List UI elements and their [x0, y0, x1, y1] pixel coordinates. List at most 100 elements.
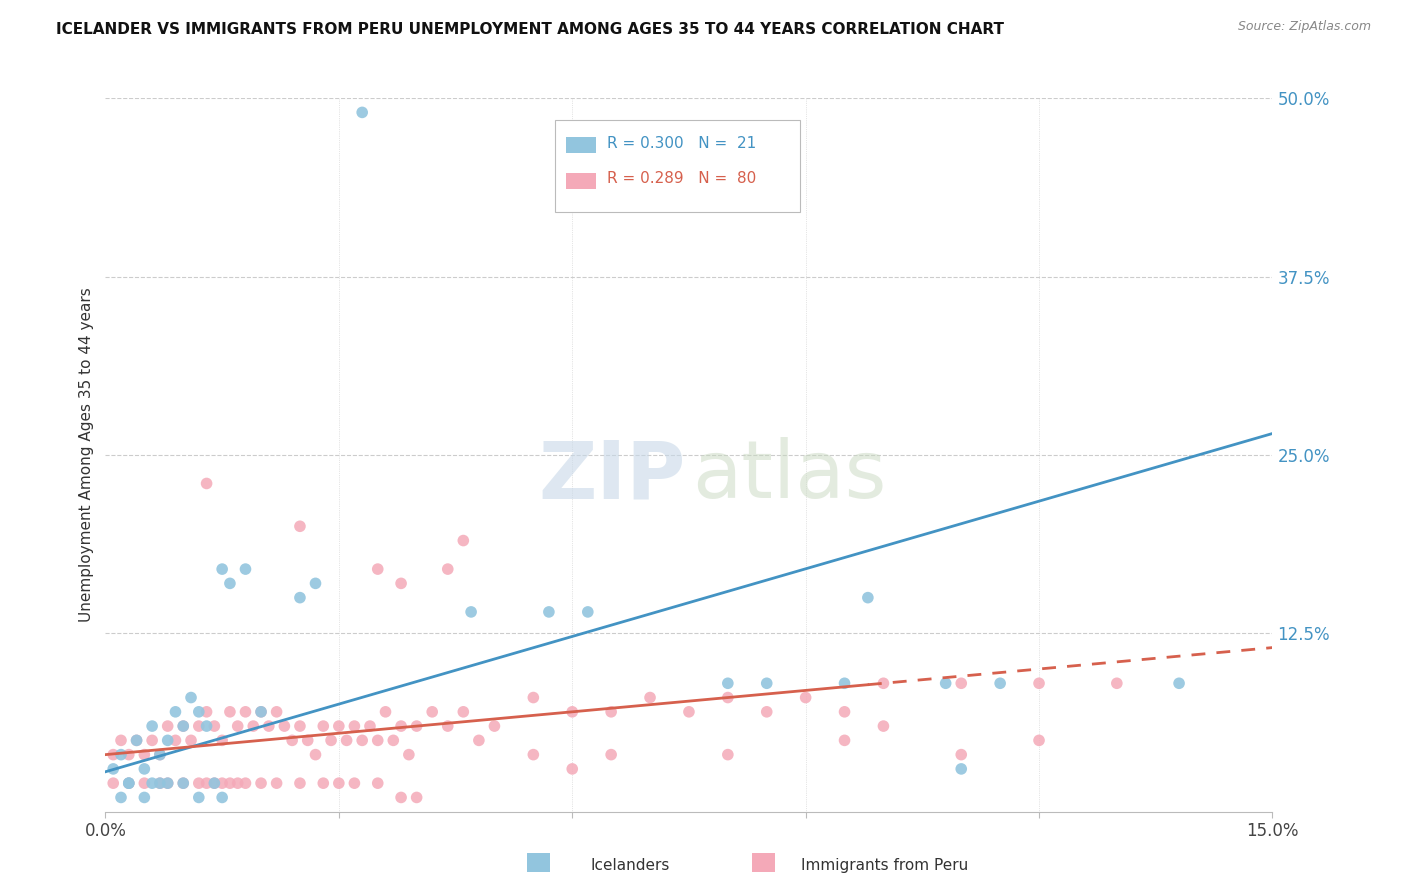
Point	[336, 733, 359, 747]
Point	[405, 790, 427, 805]
Point	[834, 676, 856, 690]
Point	[398, 747, 420, 762]
Point	[250, 776, 273, 790]
Point	[288, 519, 311, 533]
Point	[460, 605, 482, 619]
Point	[872, 719, 894, 733]
Point	[304, 747, 326, 762]
Text: ICELANDER VS IMMIGRANTS FROM PERU UNEMPLOYMENT AMONG AGES 35 TO 44 YEARS CORRELA: ICELANDER VS IMMIGRANTS FROM PERU UNEMPL…	[56, 22, 1004, 37]
Point	[149, 747, 172, 762]
Point	[328, 719, 350, 733]
Point	[304, 576, 326, 591]
Point	[950, 747, 973, 762]
Point	[250, 705, 273, 719]
Point	[235, 562, 257, 576]
Point	[165, 705, 187, 719]
Text: atlas: atlas	[692, 437, 887, 516]
Point	[1105, 676, 1128, 690]
Point	[141, 733, 163, 747]
FancyBboxPatch shape	[555, 120, 800, 212]
Bar	[567, 137, 596, 153]
Point	[600, 747, 623, 762]
Point	[453, 705, 475, 719]
Point	[172, 776, 194, 790]
Point	[242, 719, 264, 733]
Point	[219, 705, 242, 719]
Point	[453, 533, 475, 548]
Text: Source: ZipAtlas.com: Source: ZipAtlas.com	[1237, 20, 1371, 33]
Point	[172, 776, 194, 790]
Point	[226, 719, 249, 733]
Point	[125, 733, 148, 747]
Point	[343, 776, 366, 790]
Point	[266, 705, 288, 719]
Point	[297, 733, 319, 747]
Text: ZIP: ZIP	[538, 437, 686, 516]
Point	[367, 562, 389, 576]
Point	[180, 690, 202, 705]
Point	[1168, 676, 1191, 690]
Point	[834, 733, 856, 747]
Point	[717, 676, 740, 690]
Point	[537, 605, 560, 619]
Y-axis label: Unemployment Among Ages 35 to 44 years: Unemployment Among Ages 35 to 44 years	[79, 287, 94, 623]
Point	[484, 719, 506, 733]
Point	[202, 719, 225, 733]
Point	[281, 733, 304, 747]
Point	[235, 705, 257, 719]
Point	[561, 762, 583, 776]
Point	[187, 705, 209, 719]
Point	[389, 576, 412, 591]
Point	[950, 762, 973, 776]
Point	[856, 591, 879, 605]
Text: R = 0.300   N =  21: R = 0.300 N = 21	[607, 136, 756, 151]
Point	[195, 705, 218, 719]
Point	[195, 476, 218, 491]
Text: R = 0.289   N =  80: R = 0.289 N = 80	[607, 171, 756, 186]
Point	[374, 705, 396, 719]
Point	[235, 776, 257, 790]
Point	[172, 719, 194, 733]
Point	[328, 776, 350, 790]
Point	[187, 719, 209, 733]
Point	[405, 719, 427, 733]
Point	[288, 591, 311, 605]
Point	[149, 747, 172, 762]
Point	[1028, 733, 1050, 747]
Point	[288, 776, 311, 790]
Point	[359, 719, 381, 733]
Point	[202, 776, 225, 790]
Point	[343, 719, 366, 733]
Point	[468, 733, 491, 747]
Point	[288, 719, 311, 733]
Point	[872, 676, 894, 690]
Point	[250, 705, 273, 719]
Point	[134, 747, 156, 762]
Point	[950, 676, 973, 690]
Point	[834, 705, 856, 719]
Point	[678, 705, 700, 719]
Point	[988, 676, 1011, 690]
Point	[110, 747, 132, 762]
Point	[522, 690, 544, 705]
Point	[717, 747, 740, 762]
Point	[103, 762, 125, 776]
Point	[935, 676, 957, 690]
Point	[134, 776, 156, 790]
Point	[717, 690, 740, 705]
Point	[273, 719, 295, 733]
Point	[141, 776, 163, 790]
Point	[312, 776, 335, 790]
Point	[257, 719, 280, 733]
Text: Immigrants from Peru: Immigrants from Peru	[801, 858, 969, 872]
Point	[389, 719, 412, 733]
Point	[367, 776, 389, 790]
Point	[420, 705, 443, 719]
Point	[103, 776, 125, 790]
Point	[1028, 676, 1050, 690]
Point	[436, 562, 458, 576]
Point	[110, 733, 132, 747]
Point	[755, 705, 778, 719]
Point	[211, 733, 233, 747]
Point	[172, 719, 194, 733]
